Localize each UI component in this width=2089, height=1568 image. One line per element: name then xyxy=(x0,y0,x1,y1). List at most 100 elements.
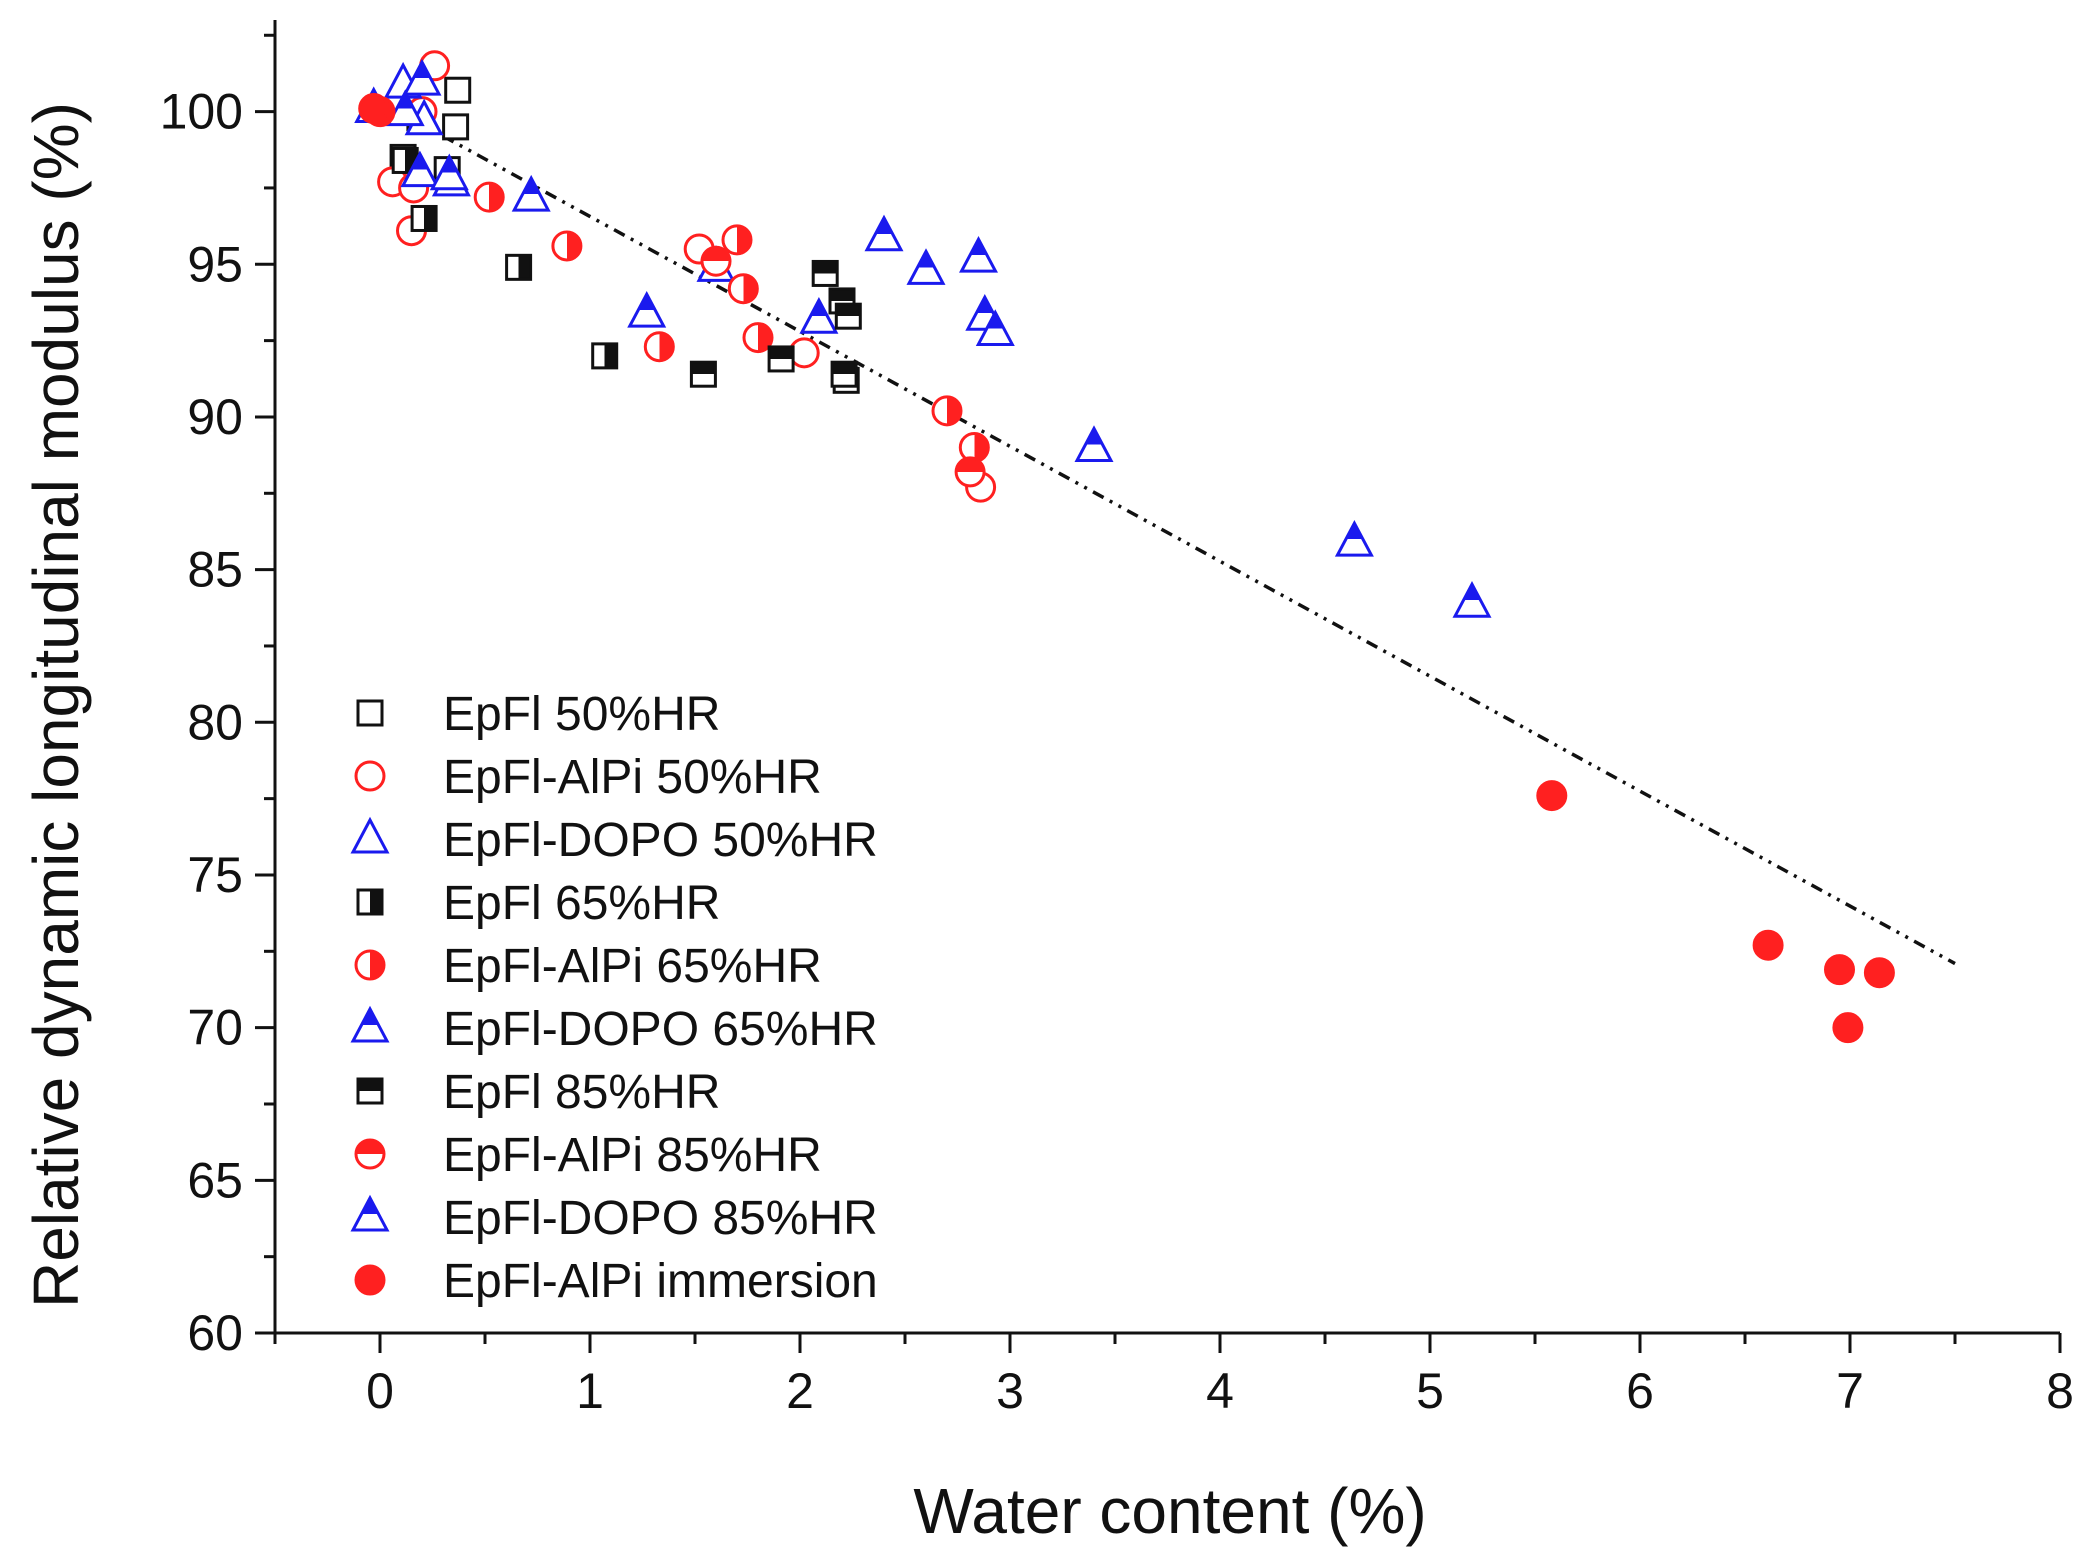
axes: 0 1 2 3 4 5 6 7 8 60 65 70 75 80 85 90 95 100 xyxy=(160,20,2074,1419)
data-point xyxy=(954,456,986,488)
legend-item: EpFl-AlPi 85%HR xyxy=(354,1129,822,1182)
series-9 xyxy=(358,93,1895,1044)
legend-marker xyxy=(354,949,386,981)
series-1 xyxy=(377,50,997,503)
x-tick-label: 7 xyxy=(1836,1363,1864,1419)
data-point xyxy=(689,360,717,388)
y-axis-label: Relative dynamic longitudinal modulus (%… xyxy=(20,102,92,1308)
data-point xyxy=(400,150,440,188)
legend-marker xyxy=(350,1194,390,1232)
data-point xyxy=(1334,519,1374,557)
legend-item: EpFl-AlPi 50%HR xyxy=(354,751,822,804)
x-axis-label: Water content (%) xyxy=(913,1475,1426,1547)
legend-item: EpFl-DOPO 85%HR xyxy=(350,1192,878,1245)
legend-item: EpFl-AlPi immersion xyxy=(354,1255,878,1308)
legend-item: EpFl-AlPi 65%HR xyxy=(354,940,822,993)
y-tick-label: 95 xyxy=(187,236,243,292)
legend-label: EpFl-AlPi 65%HR xyxy=(443,940,822,993)
series-4 xyxy=(473,181,990,463)
legend-item: EpFl 65%HR xyxy=(356,877,720,930)
data-point xyxy=(551,230,583,262)
series-5 xyxy=(400,150,1114,462)
y-tick-label: 70 xyxy=(187,1000,243,1056)
y-tick-label: 90 xyxy=(187,389,243,445)
legend-item: EpFl-DOPO 50%HR xyxy=(350,814,878,867)
data-point xyxy=(643,331,675,363)
legend-label: EpFl-DOPO 85%HR xyxy=(443,1192,878,1245)
data-point xyxy=(444,76,472,104)
legend-label: EpFl-AlPi 50%HR xyxy=(443,751,822,804)
y-tick-label: 60 xyxy=(187,1305,243,1361)
data-point xyxy=(799,297,839,334)
data-point xyxy=(700,245,732,277)
x-tick-label: 1 xyxy=(576,1363,604,1419)
legend-label: EpFl-DOPO 65%HR xyxy=(443,1003,878,1056)
x-tick-label: 4 xyxy=(1206,1363,1234,1419)
data-point xyxy=(864,214,904,252)
data-points xyxy=(354,50,1895,1044)
data-point xyxy=(834,302,862,330)
data-point xyxy=(1824,954,1855,986)
y-tick-label: 65 xyxy=(187,1152,243,1208)
data-point xyxy=(1536,780,1568,812)
data-point xyxy=(410,204,438,232)
series-8 xyxy=(385,58,1492,618)
legend-label: EpFl-AlPi immersion xyxy=(443,1255,878,1308)
data-point xyxy=(1752,929,1784,961)
data-point xyxy=(811,259,839,287)
y-tick-label: 80 xyxy=(187,694,243,750)
data-point xyxy=(1074,425,1114,462)
data-point xyxy=(511,174,551,212)
data-point xyxy=(358,93,390,125)
data-point xyxy=(442,113,470,141)
legend-label: EpFl-AlPi 85%HR xyxy=(443,1129,822,1182)
legend-marker xyxy=(356,1077,384,1105)
data-point xyxy=(402,58,442,96)
data-point xyxy=(505,253,533,281)
data-point xyxy=(1452,581,1492,618)
x-tick-label: 0 xyxy=(366,1363,394,1419)
data-point xyxy=(727,273,759,305)
data-point xyxy=(906,248,946,285)
series-6 xyxy=(689,259,862,388)
series-7 xyxy=(700,245,986,488)
data-point xyxy=(627,290,667,328)
data-point xyxy=(959,235,998,273)
data-point xyxy=(1863,957,1895,989)
legend-label: EpFl 50%HR xyxy=(443,688,720,741)
legend-item: EpFl-DOPO 65%HR xyxy=(350,1003,878,1056)
x-tick-label: 8 xyxy=(2046,1363,2074,1419)
legend-marker xyxy=(354,1138,386,1170)
data-point xyxy=(931,395,963,427)
legend-marker xyxy=(356,888,384,916)
y-tick-label: 100 xyxy=(160,84,243,140)
legend-marker xyxy=(350,816,390,854)
legend-marker xyxy=(354,760,386,792)
x-tick-label: 3 xyxy=(996,1363,1024,1419)
data-point xyxy=(429,153,469,191)
data-point xyxy=(473,181,505,213)
data-point xyxy=(721,224,753,256)
x-tick-label: 2 xyxy=(786,1363,814,1419)
legend-marker xyxy=(354,1264,386,1296)
legend-label: EpFl 85%HR xyxy=(443,1066,720,1119)
trendline-path xyxy=(442,134,1956,966)
legend-label: EpFl-DOPO 50%HR xyxy=(443,814,878,867)
x-tick-label: 6 xyxy=(1626,1363,1654,1419)
y-tick-label: 85 xyxy=(187,542,243,598)
legend-item: EpFl 50%HR xyxy=(356,688,720,741)
data-point xyxy=(385,89,425,127)
data-point xyxy=(591,342,619,370)
data-point xyxy=(830,360,858,388)
x-tick-label: 5 xyxy=(1416,1363,1444,1419)
legend-label: EpFl 65%HR xyxy=(443,877,720,930)
y-tick-label: 75 xyxy=(187,847,243,903)
legend-item: EpFl 85%HR xyxy=(356,1066,720,1119)
legend-marker xyxy=(356,699,384,727)
legend-marker xyxy=(350,1005,390,1043)
data-point xyxy=(767,345,795,373)
data-point xyxy=(1832,1012,1864,1044)
data-point xyxy=(742,322,774,354)
